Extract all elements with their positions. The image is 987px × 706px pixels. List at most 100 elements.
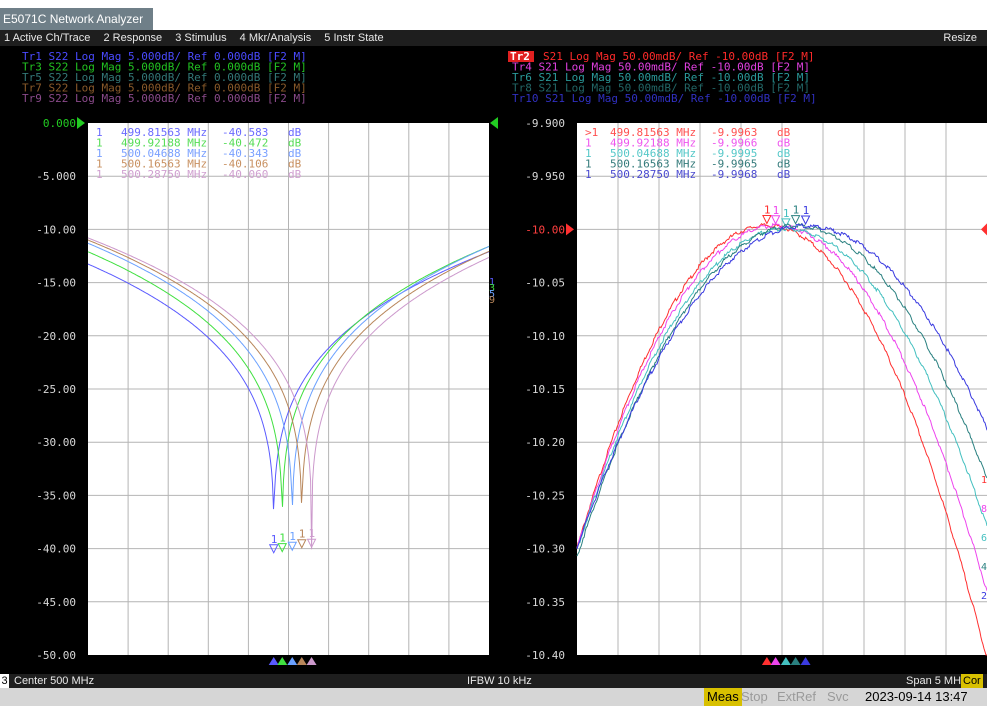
right-marker-freq: 500.04688 MHz (610, 147, 696, 160)
left-marker-freq: 500.16563 MHz (121, 158, 207, 171)
right-trace-Tr10 (576, 223, 987, 550)
right-axis-tick-label: -10.35 (525, 596, 565, 609)
left-marker-val: -40.106 (222, 158, 268, 171)
left-marker-label: 1 (271, 533, 278, 546)
left-trace-end-label: 3 (489, 283, 495, 294)
left-axis-tick-label: 0.000 (43, 117, 76, 130)
left-marker-freq: 499.81563 MHz (121, 126, 207, 139)
left-trace-header: Tr1 S22 Log Mag 5.000dB/ Ref 0.000dB [F2… (22, 50, 307, 63)
right-marker-num: 1 (585, 158, 592, 171)
left-axis-tick-label: -30.00 (36, 436, 76, 449)
analyzer-screen: Tr1 S22 Log Mag 5.000dB/ Ref 0.000dB [F2… (0, 46, 987, 674)
right-axis-tick-label: -10.20 (525, 436, 565, 449)
left-marker-label: 1 (299, 528, 306, 541)
left-trace-Tr9 (87, 237, 490, 550)
menu-stimulus[interactable]: 3 Stimulus (175, 32, 227, 44)
right-trace-header: S21 Log Mag 50.00mdB/ Ref -10.00dB [F2 M… (543, 50, 815, 63)
right-marker-unit: dB (777, 168, 791, 181)
channel-number[interactable]: 3 (0, 674, 9, 688)
channel-status-bar: 3 Center 500 MHz IFBW 10 kHz Span 5 MHz … (0, 674, 987, 688)
right-marker-label: 1 (783, 207, 790, 220)
left-marker-triangle-icon (306, 538, 317, 549)
ifbw-value[interactable]: IFBW 10 kHz (467, 675, 532, 687)
left-stimulus-arrow-icon (306, 657, 317, 665)
window-title: E5071C Network Analyzer (0, 8, 153, 30)
left-axis-tick-label: -5.000 (36, 170, 76, 183)
right-axis-tick-label: -10.25 (525, 489, 565, 502)
right-axis-tick-label: -10.30 (525, 543, 565, 556)
left-stimulus-arrow-icon (268, 657, 279, 665)
right-marker-val: -9.9963 (711, 126, 757, 139)
active-trace-tag-bg (508, 51, 534, 62)
right-stimulus-arrow-icon (770, 657, 781, 665)
analyzer-plots: Tr1 S22 Log Mag 5.000dB/ Ref 0.000dB [F2… (22, 50, 987, 665)
right-stimulus-arrow-icon (780, 657, 791, 665)
left-ref-pointer-right-icon (490, 117, 498, 129)
right-marker-unit: dB (777, 147, 791, 160)
right-trace-end-label: 8 (981, 504, 987, 515)
instrument-status-bar: Meas Stop ExtRef Svc 2023-09-14 13:47 (0, 688, 987, 706)
left-marker-val: -40.060 (222, 168, 268, 181)
right-marker-triangle-icon (800, 215, 811, 226)
right-axis-tick-label: -10.00 (525, 223, 565, 236)
left-trace-header: Tr3 S22 Log Mag 5.000dB/ Ref 0.000dB [F2… (22, 61, 307, 74)
left-trace-header: Tr5 S22 Log Mag 5.000dB/ Ref 0.000dB [F2… (22, 71, 307, 84)
menu-mkr-analysis[interactable]: 4 Mkr/Analysis (239, 32, 312, 44)
left-marker-triangle-icon (296, 539, 307, 549)
left-trace-Tr3 (87, 245, 490, 507)
stop-indicator: Stop (741, 689, 768, 704)
right-marker-val: -9.9968 (711, 168, 757, 181)
menu-response[interactable]: 2 Response (103, 32, 163, 44)
left-trace-Tr7 (87, 239, 490, 503)
left-marker-val: -40.343 (222, 147, 268, 160)
right-marker-num: 1 (585, 168, 592, 181)
active-trace-tag: Tr2 (510, 50, 530, 63)
right-trace-header: Tr6 S21 Log Mag 50.00mdB/ Ref -10.00dB [… (512, 71, 810, 84)
left-marker-freq: 499.92188 MHz (121, 137, 207, 150)
right-axis-tick-label: -10.10 (525, 330, 565, 343)
span-value[interactable]: Span 5 MHz (906, 675, 967, 687)
right-trace-end-label: 4 (981, 562, 987, 573)
left-trace-end-label: 9 (489, 295, 495, 306)
menu-resize[interactable]: Resize (943, 32, 977, 44)
center-frequency[interactable]: Center 500 MHz (14, 675, 95, 687)
menu-active-ch-trace[interactable]: 1 Active Ch/Trace (4, 32, 91, 44)
right-axis-tick-label: -9.950 (525, 170, 565, 183)
left-marker-unit: dB (288, 126, 302, 139)
right-marker-val: -9.9995 (711, 147, 757, 160)
right-marker-triangle-icon (790, 215, 801, 225)
left-stimulus-arrow-icon (277, 657, 288, 665)
right-axis-tick-label: -10.15 (525, 383, 565, 396)
right-axis-tick-label: -10.05 (525, 277, 565, 290)
right-marker-unit: dB (777, 126, 791, 139)
right-trace-header: Tr10 S21 Log Mag 50.00mdB/ Ref -10.00dB … (512, 92, 817, 105)
cor-indicator: Cor (961, 674, 983, 688)
right-marker-triangle-icon (781, 218, 791, 228)
meas-indicator: Meas (704, 688, 742, 706)
right-stimulus-arrow-icon (761, 657, 772, 665)
left-trace-end-label: 1 (489, 277, 495, 288)
right-marker-freq: 500.28750 MHz (610, 168, 696, 181)
left-trace-Tr1 (87, 251, 490, 510)
right-marker-unit: dB (777, 158, 791, 171)
menu-instr-state[interactable]: 5 Instr State (324, 32, 384, 44)
left-axis-tick-label: -45.00 (36, 596, 76, 609)
right-marker-freq: 499.92188 MHz (610, 137, 696, 150)
left-marker-num: 1 (96, 126, 103, 139)
left-marker-freq: 500.04688 MHz (121, 147, 207, 160)
menu-bar: 1 Active Ch/Trace 2 Response 3 Stimulus … (0, 30, 987, 46)
right-marker-triangle-icon (762, 214, 772, 225)
right-marker-val: -9.9966 (711, 137, 757, 150)
left-marker-num: 1 (96, 168, 103, 181)
left-stimulus-arrow-icon (287, 657, 298, 665)
right-trace-end-label: 6 (981, 533, 987, 544)
left-trace-header: Tr7 S22 Log Mag 5.000dB/ Ref 0.000dB [F2… (22, 82, 307, 95)
right-ref-pointer-icon (566, 223, 574, 236)
right-marker-label: 1 (764, 203, 771, 216)
left-marker-triangle-icon (277, 543, 288, 553)
left-trace-Tr5 (87, 242, 490, 506)
left-ref-pointer-icon (77, 117, 85, 129)
left-marker-triangle-icon (268, 544, 279, 554)
right-marker-triangle-icon (770, 215, 781, 225)
left-marker-num: 1 (96, 147, 103, 160)
